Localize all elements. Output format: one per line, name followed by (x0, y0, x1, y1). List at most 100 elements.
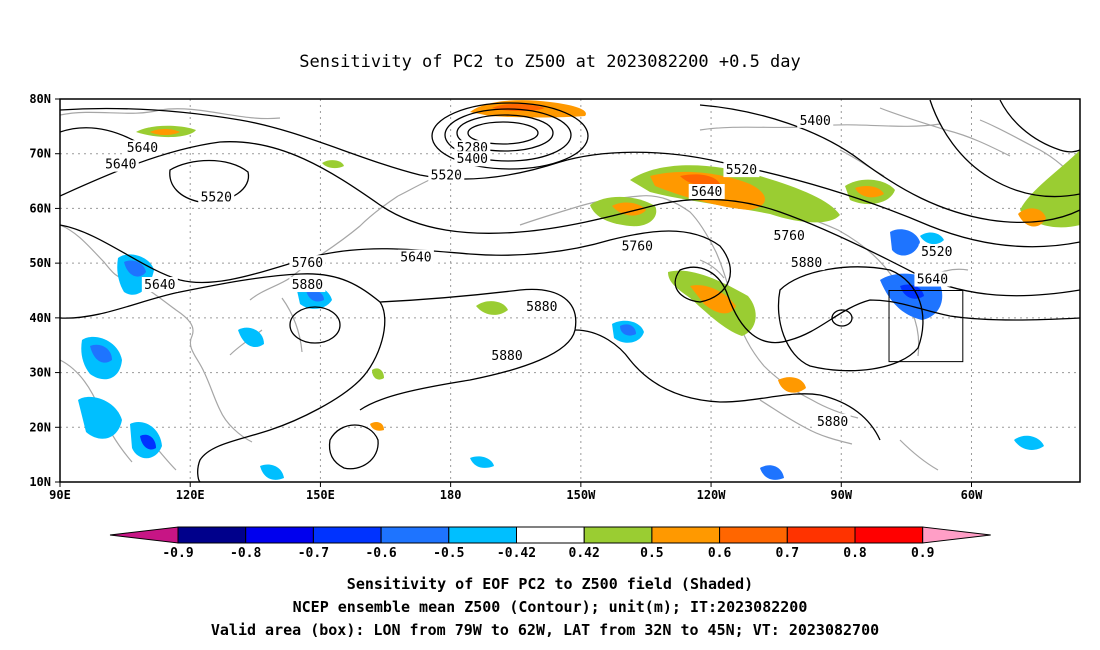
contour-label: 5520 (921, 245, 952, 260)
contour-label: 5640 (144, 278, 175, 293)
contour-5400-east (699, 104, 1080, 224)
shade-blob (690, 285, 736, 314)
contour-label-bg (723, 162, 760, 178)
contour-label-bg (771, 227, 808, 243)
shade-blob (306, 289, 324, 302)
colorbar-swatch (448, 526, 517, 544)
colorbar-low-triangle (109, 526, 179, 544)
shade-blob (1020, 150, 1080, 228)
contour-label: 5760 (622, 240, 653, 255)
contour-label-bg (198, 189, 235, 205)
shade-blob (855, 186, 884, 198)
x-tick-label: 90E (49, 488, 71, 502)
y-tick-label: 10N (29, 475, 51, 489)
contour-label-bg (428, 167, 465, 183)
colorbar-swatch (245, 526, 314, 544)
y-tick-label: 20N (29, 420, 51, 434)
colorbar-swatch (786, 526, 856, 544)
contour-label: 5880 (817, 415, 848, 430)
contour-labels: 5640564055205280540055205640576058805640… (102, 112, 955, 430)
chart-title: Sensitivity of PC2 to Z500 at 2023082200… (299, 52, 801, 72)
x-axis-ticks: 90E 120E 150E 180 150W 120W 90W 60W (49, 482, 983, 502)
y-axis-ticks: 10N 20N 30N 40N 50N 60N 70N 80N (29, 92, 60, 489)
contour-label: 5520 (201, 190, 232, 205)
contour-small-high (831, 309, 853, 327)
colorbar-swatch (177, 526, 247, 544)
contour-label-bg (102, 156, 139, 172)
contour-5520 (60, 107, 1080, 248)
contour-label: 5640 (917, 273, 948, 288)
contour-low-ring (444, 108, 572, 162)
contour-label: 5640 (691, 185, 722, 200)
contour-label-bg (454, 151, 491, 167)
contour-low-ring (431, 102, 589, 170)
y-tick-label: 30N (29, 366, 51, 380)
caption-line-3: Valid area (box): LON from 79W to 62W, L… (211, 621, 879, 639)
contour-5880-east (574, 329, 881, 441)
contour-label-bg (797, 112, 834, 128)
shade-blob (620, 324, 636, 336)
contour-label: 5400 (457, 152, 488, 167)
shade-blob (90, 344, 112, 363)
shade-blob (140, 434, 156, 450)
shade-blob (1014, 435, 1044, 450)
shade-blob (612, 202, 646, 216)
shade-blob (260, 464, 284, 480)
colorbar-label: 0.6 (708, 546, 732, 561)
shade-blob (238, 327, 264, 348)
x-tick-label: 60W (961, 488, 983, 502)
contour-label: 5880 (791, 256, 822, 271)
contour-label: 5640 (127, 141, 158, 156)
contour-label-bg (289, 277, 326, 293)
contour-label-bg (141, 277, 178, 293)
contour-label-bg (124, 140, 161, 156)
contour-label-bg (289, 255, 326, 271)
contour-label: 5880 (491, 349, 522, 364)
y-tick-label: 60N (29, 201, 51, 215)
x-tick-label: 150E (306, 488, 335, 502)
contour-5280-east (929, 99, 1080, 198)
colorbar-swatch (651, 526, 721, 544)
contour-label: 5520 (726, 163, 757, 178)
contour-low-west (328, 424, 379, 470)
shade-blob (470, 456, 494, 468)
colorbar-label: -0.9 (162, 546, 193, 561)
sensitivity-shading (78, 100, 1080, 480)
shade-blob (476, 301, 508, 315)
contour-small-high (289, 306, 341, 344)
contour-label: 5880 (526, 300, 557, 315)
x-tick-label: 150W (566, 488, 596, 502)
contour-label-bg (523, 298, 560, 314)
colorbar-label: 0.42 (569, 546, 600, 561)
map-plot-area: 5640564055205280540055205640576058805640… (59, 98, 1081, 483)
colorbar-label: -0.7 (298, 546, 329, 561)
colorbar-swatch (380, 526, 450, 544)
y-tick-label: 70N (29, 147, 51, 161)
contour-label-bg (397, 249, 434, 265)
shade-blob (78, 396, 122, 439)
contour-high-ne (777, 266, 924, 372)
colorbar-label: 0.7 (776, 546, 799, 561)
x-tick-label: 180 (440, 488, 462, 502)
shade-blob (920, 232, 944, 245)
contour-label-bg (788, 255, 825, 271)
colorbar-label: -0.6 (365, 546, 396, 561)
map-frame (59, 98, 1081, 483)
colorbar: -0.9 -0.8 -0.7 -0.6 -0.5 -0.42 0.42 0.5 0.6 0.7 0.… (109, 526, 991, 561)
contour-label: 5880 (292, 278, 323, 293)
y-tick-label: 40N (29, 311, 51, 325)
contour-5640 (60, 141, 1080, 297)
contour-label-bg (619, 238, 656, 254)
contour-5880 (60, 273, 386, 482)
contour-low-core (467, 121, 539, 145)
contour-label-bg (489, 348, 526, 364)
shade-blob (778, 377, 806, 393)
shade-blob (372, 368, 384, 380)
colorbar-swatch (312, 526, 382, 544)
caption-line-2: NCEP ensemble mean Z500 (Contour); unit(… (293, 598, 808, 616)
contour-label: 5640 (400, 251, 431, 266)
x-tick-label: 90W (830, 488, 852, 502)
colorbar-label: 0.9 (911, 546, 934, 561)
z500-contours (60, 99, 1080, 482)
